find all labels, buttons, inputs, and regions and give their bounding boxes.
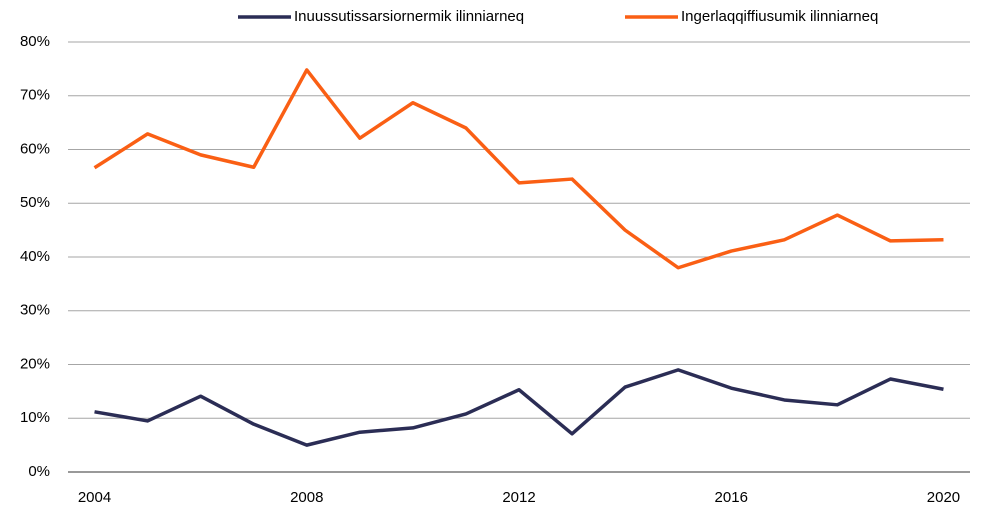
y-tick-label: 10% (20, 409, 50, 426)
x-tick-label: 2016 (715, 489, 748, 506)
y-tick-label: 30% (20, 302, 50, 319)
series-line (93, 68, 944, 270)
legend-label: Ingerlaqqiffiusumik ilinniarneq (681, 8, 878, 25)
series-line (94, 368, 944, 447)
y-tick-label: 70% (20, 87, 50, 104)
y-tick-label: 50% (20, 194, 50, 211)
y-tick-label: 0% (28, 463, 50, 480)
x-tick-label: 2008 (290, 489, 323, 506)
x-tick-label: 2012 (502, 489, 535, 506)
legend-label: Inuussutissarsiornermik ilinniarneq (294, 8, 524, 25)
x-tick-label: 2020 (927, 489, 960, 506)
y-tick-label: 80% (20, 33, 50, 50)
y-tick-label: 40% (20, 248, 50, 265)
y-tick-label: 60% (20, 140, 50, 157)
x-tick-label: 2004 (78, 489, 111, 506)
y-tick-label: 20% (20, 355, 50, 372)
